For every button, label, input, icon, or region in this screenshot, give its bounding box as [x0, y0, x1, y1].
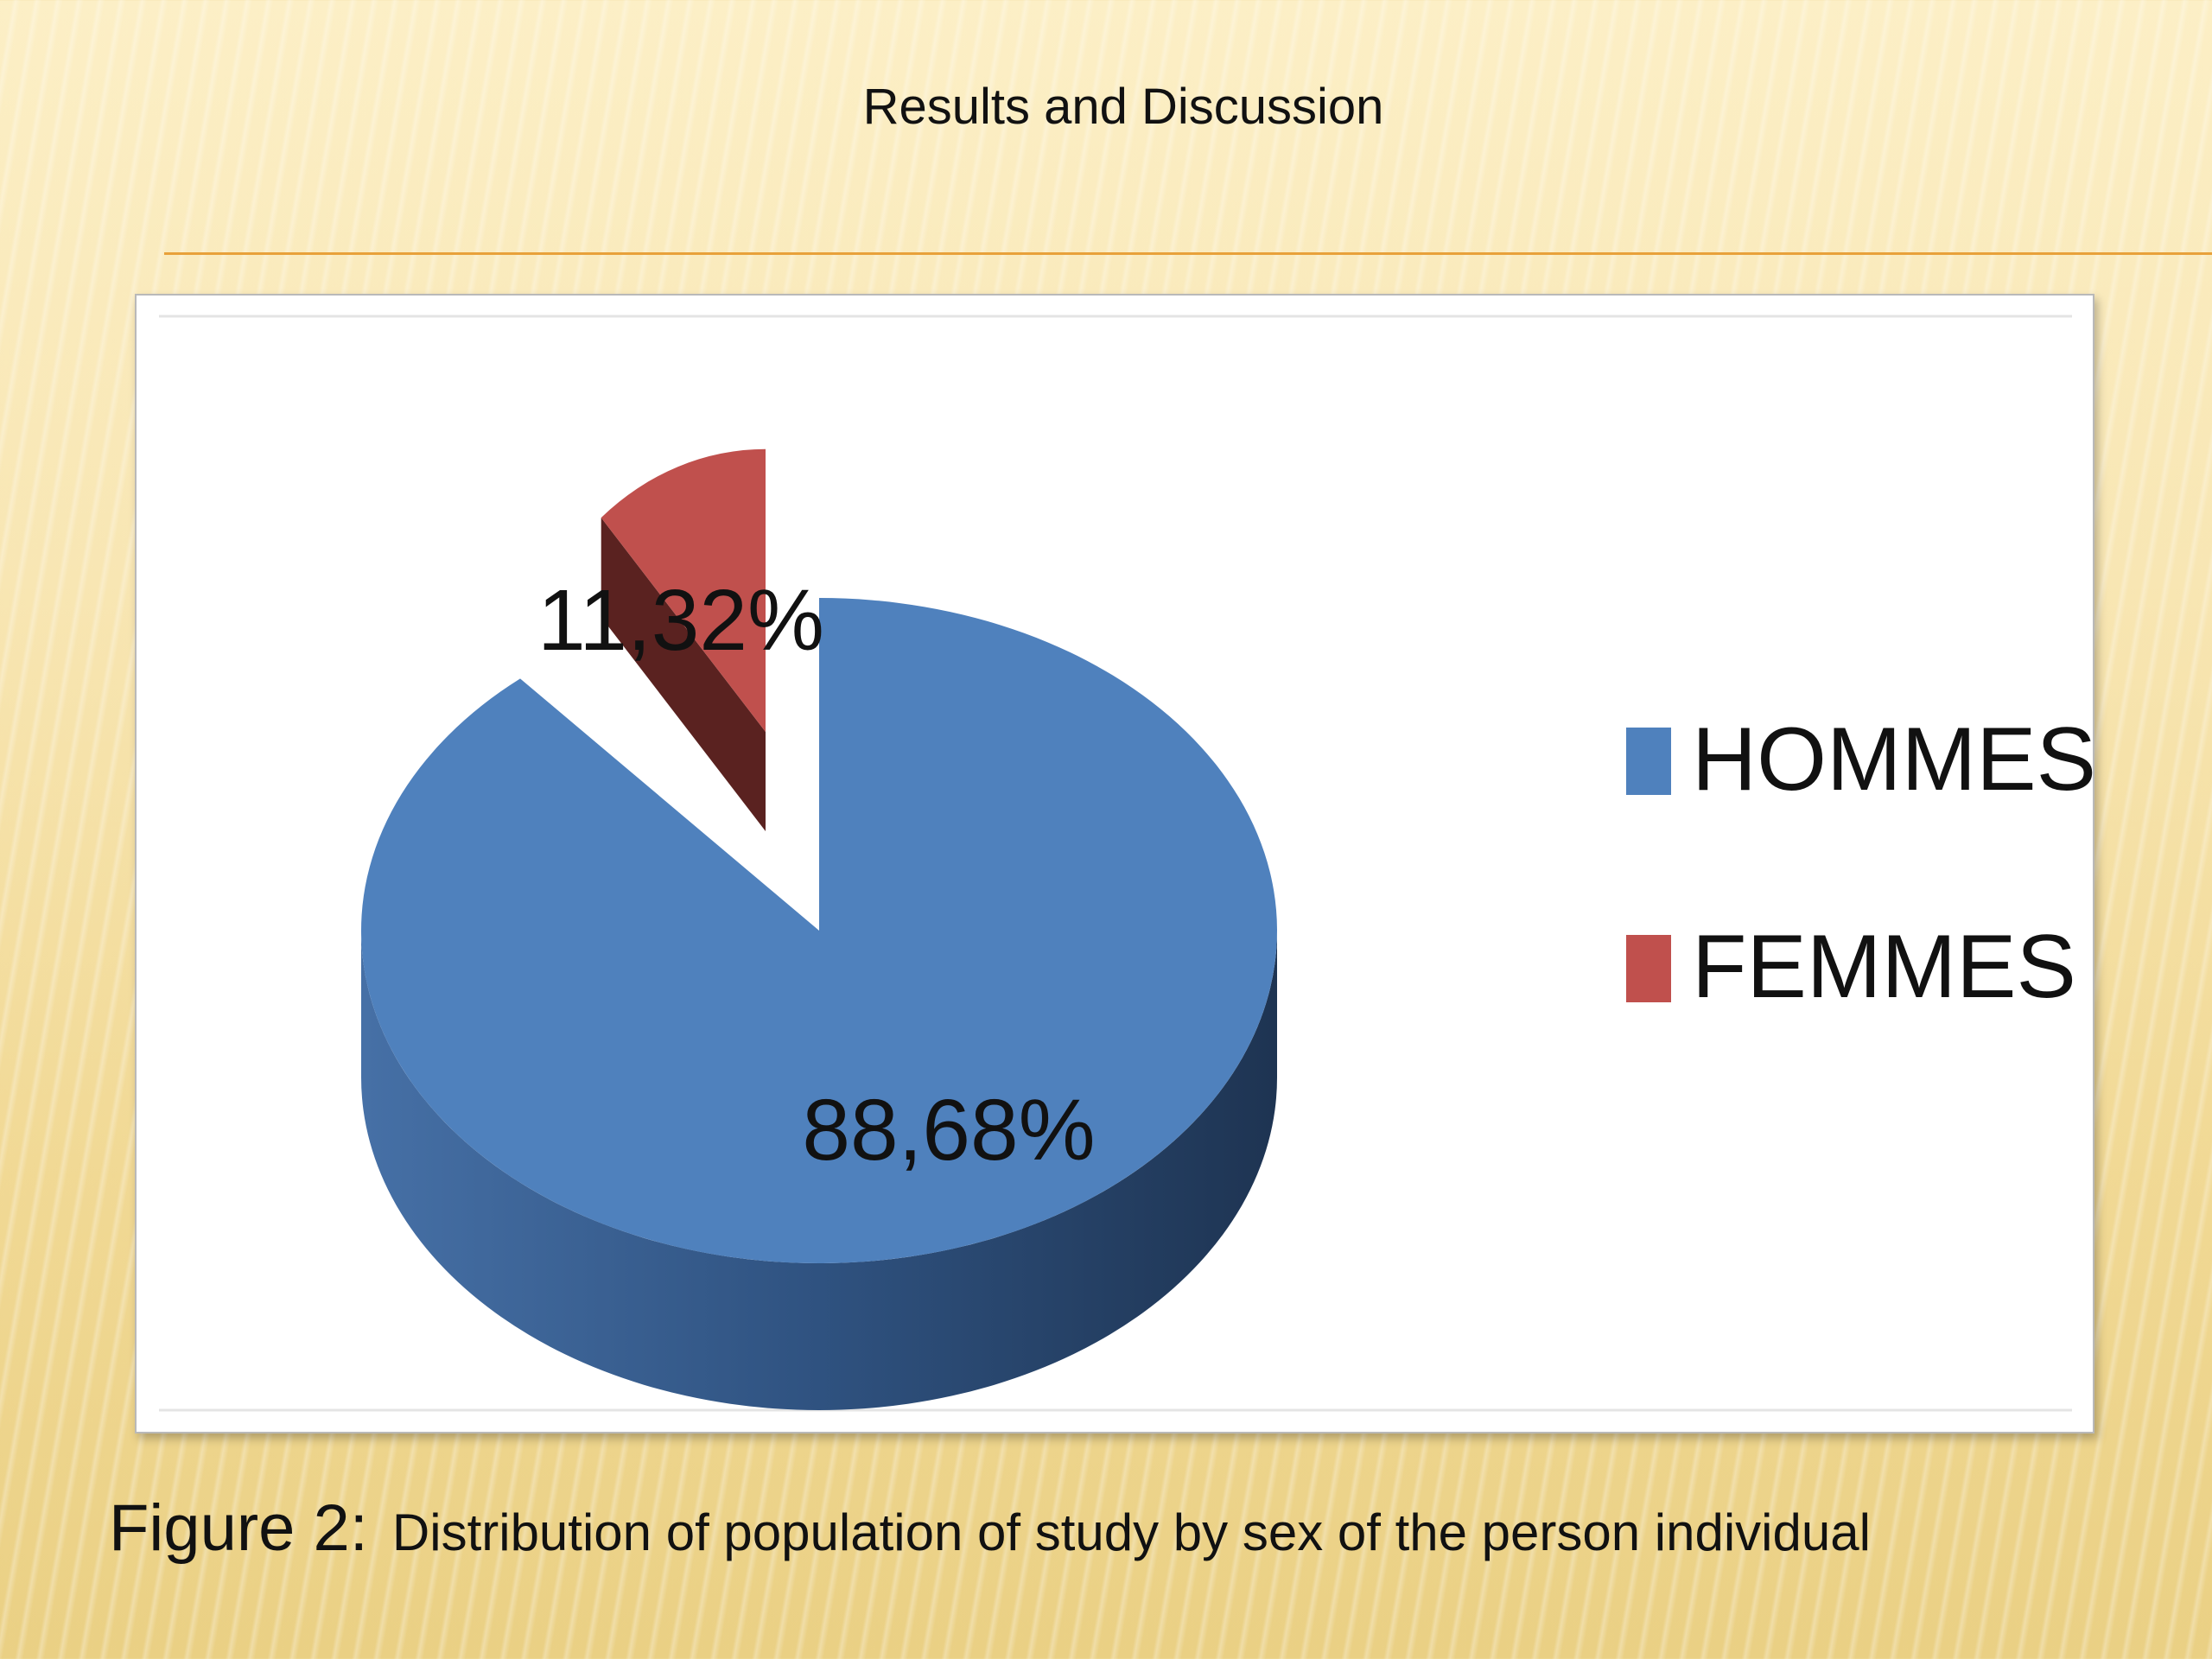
data-label-hommes: 88,68%: [802, 1082, 1095, 1179]
title-divider: [164, 252, 2212, 255]
legend-swatch-femmes: [1626, 935, 1671, 1002]
pie-chart: 88,68% 11,32% HOMMES FEMMES: [159, 315, 2093, 1412]
pie-side-femmes: [601, 518, 766, 831]
slide-title: Results and Discussion: [862, 79, 1384, 135]
figure-caption: Figure 2: Distribution of population of s…: [109, 1491, 1871, 1566]
pie-side-hommes: [361, 931, 1277, 1410]
legend-label-femmes: FEMMES: [1692, 917, 2076, 1017]
figure-caption-text: Distribution of population of study by s…: [391, 1503, 1871, 1561]
pie-slice-hommes: [360, 598, 1278, 1263]
legend-swatch-hommes: [1626, 728, 1671, 795]
pie-chart-panel: 88,68% 11,32% HOMMES FEMMES: [135, 294, 2094, 1433]
pie-slice-femmes: [601, 448, 766, 732]
figure-number: Figure 2:: [109, 1491, 368, 1565]
legend-label-hommes: HOMMES: [1692, 709, 2093, 810]
data-label-femmes: 11,32%: [537, 572, 824, 669]
